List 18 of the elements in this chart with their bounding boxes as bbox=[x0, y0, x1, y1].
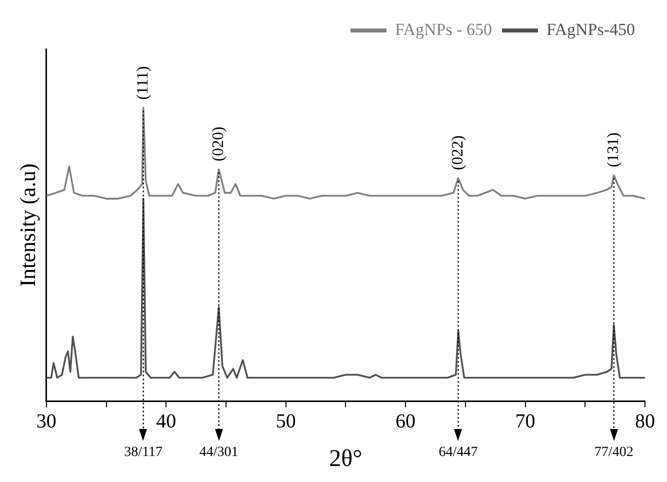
y-axis-title: Intensity (a.u) bbox=[14, 163, 40, 287]
x-tick-label: 80 bbox=[635, 410, 655, 432]
text: FAgNPs - 650 bbox=[395, 20, 492, 39]
ref-line-label: 44/301 bbox=[199, 444, 238, 460]
x-axis-title: 2θ° bbox=[329, 446, 362, 472]
annotation: (020) bbox=[210, 126, 227, 162]
text: FAgNPs-450 bbox=[546, 20, 636, 39]
x-tick-label: 40 bbox=[156, 410, 176, 432]
annotation: (131) bbox=[605, 132, 622, 168]
annotation: (022) bbox=[449, 135, 466, 170]
x-tick-label: 60 bbox=[396, 410, 416, 432]
x-tick-label: 50 bbox=[276, 410, 296, 432]
ref-line-label: 77/402 bbox=[594, 444, 634, 460]
x-tick-label: 70 bbox=[515, 410, 536, 432]
x-tick-label: 30 bbox=[36, 410, 56, 432]
ref-line-label: 64/447 bbox=[438, 444, 478, 460]
annotation: (111) bbox=[134, 66, 152, 100]
ref-line-label: 38/117 bbox=[124, 444, 163, 460]
